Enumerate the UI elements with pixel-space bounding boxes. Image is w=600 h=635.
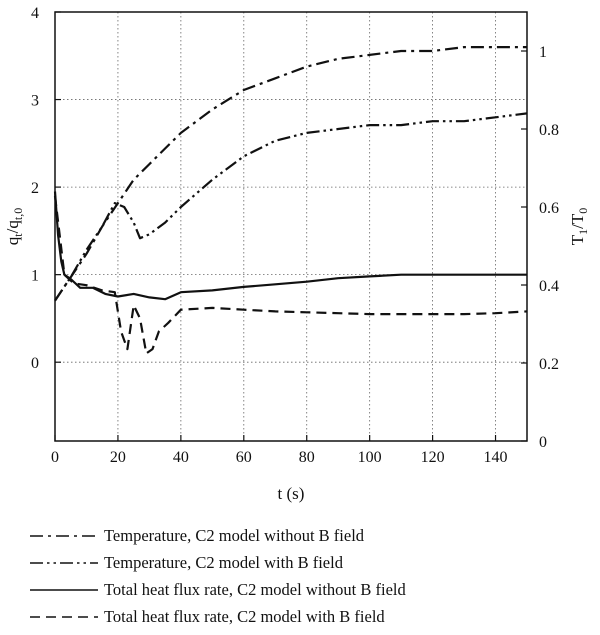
series-line-2 xyxy=(54,112,528,302)
y-right-tick-label: 0.6 xyxy=(539,200,559,217)
y-left-tick-label: 2 xyxy=(31,180,39,197)
y-right-tick-label: 0.2 xyxy=(539,356,559,373)
y-left-tick-label: 1 xyxy=(31,268,39,285)
x-tick-label: 40 xyxy=(173,449,189,466)
x-tick-label: 120 xyxy=(421,449,445,466)
y-left-tick-label: 0 xyxy=(31,355,39,372)
plot-frame xyxy=(54,11,528,442)
series-layer xyxy=(53,45,528,355)
legend-label: Temperature, C2 model without B field xyxy=(104,525,365,545)
x-axis-label: t (s) xyxy=(278,484,305,503)
y-right-axis-label: T1/T0 xyxy=(568,208,590,246)
grid xyxy=(54,11,527,441)
y-left-tick-label: 3 xyxy=(31,93,39,110)
x-tick-label: 0 xyxy=(51,449,59,466)
legend-swatch xyxy=(30,534,98,537)
x-tick-label: 140 xyxy=(484,449,508,466)
legend-label: Total heat flux rate, C2 model without B… xyxy=(104,579,406,599)
legend-swatch xyxy=(30,615,98,618)
legend-item-1: Temperature, C2 model without B field xyxy=(30,522,406,549)
y-right-tick-label: 0 xyxy=(539,434,547,451)
series-line-1 xyxy=(54,45,527,302)
legend-swatch xyxy=(30,561,98,564)
legend: Temperature, C2 model without B field Tem… xyxy=(30,522,406,630)
y-left-tick-label: 4 xyxy=(31,5,39,22)
y-right-tick-label: 1 xyxy=(539,44,547,61)
x-tick-label: 60 xyxy=(236,449,252,466)
x-tick-label: 100 xyxy=(358,449,382,466)
legend-swatch xyxy=(30,588,98,591)
x-tick-label: 80 xyxy=(299,449,315,466)
legend-item-4: Total heat flux rate, C2 model with B fi… xyxy=(30,603,406,630)
y-right-tick-label: 0.4 xyxy=(539,278,559,295)
x-tick-label: 20 xyxy=(110,449,126,466)
legend-item-3: Total heat flux rate, C2 model without B… xyxy=(30,576,406,603)
y-left-axis-label: qt/qt,0 xyxy=(3,208,25,245)
legend-label: Total heat flux rate, C2 model with B fi… xyxy=(104,606,385,626)
legend-label: Temperature, C2 model with B field xyxy=(104,552,343,572)
y-right-tick-label: 0.8 xyxy=(539,122,559,139)
legend-item-2: Temperature, C2 model with B field xyxy=(30,549,406,576)
